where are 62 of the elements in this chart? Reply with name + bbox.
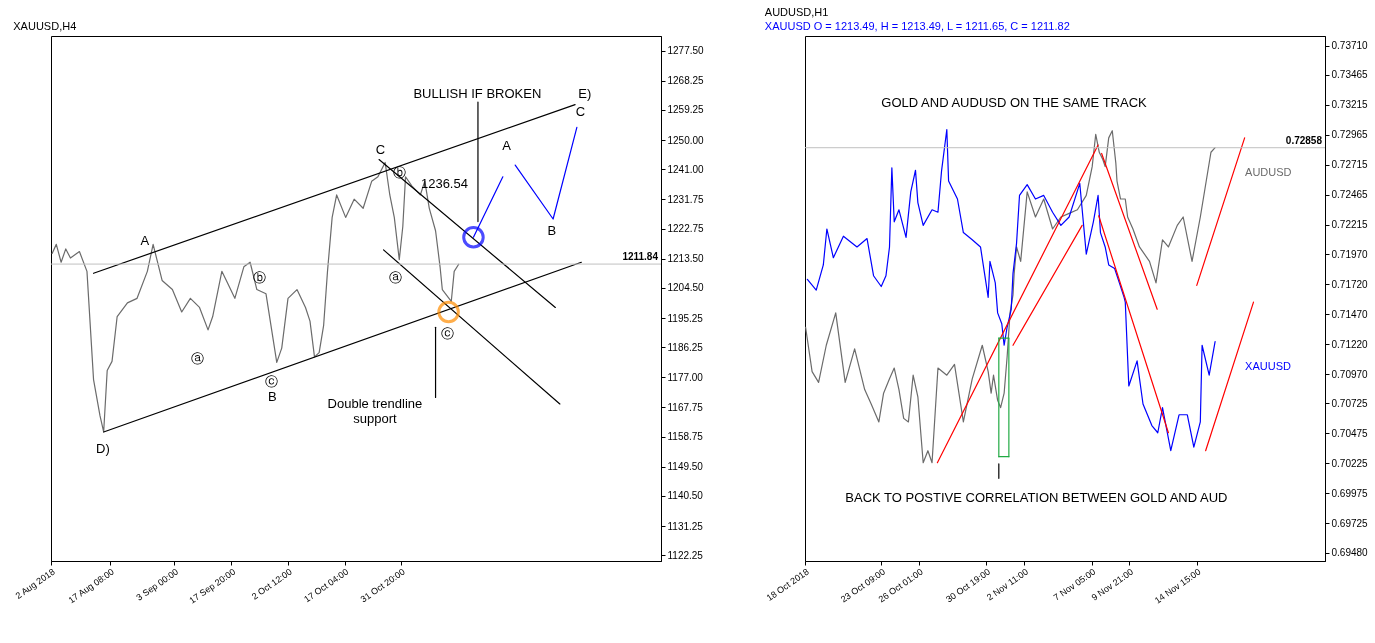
y-tick-label: 1158.75 [667,431,704,443]
chart-subtitle: XAUUSD O = 1213.49, H = 1213.49, L = 1211.65, C = 1211.82 [764,20,1070,32]
y-tick-label: 0.72715 [1331,159,1369,171]
y-tick-label: 1149.50 [667,461,704,473]
y-tick-label: 1213.50 [667,253,705,265]
y-tick-label: 0.70225 [1331,457,1369,469]
annotation: ⓑ [252,270,266,286]
y-tick-label: 0.70475 [1331,427,1369,439]
annotation: A [140,233,150,249]
y-tick-label: 1250.00 [667,134,705,146]
y-tick-label: 1186.25 [667,341,704,353]
y-tick-label: 0.69480 [1331,547,1369,559]
annotation: A [502,137,512,153]
y-tick-label: 0.72965 [1331,129,1369,141]
y-tick-label: 0.73215 [1331,99,1369,111]
y-tick-label: 0.72465 [1331,189,1369,201]
y-tick-label: 1268.25 [667,75,705,87]
y-tick-label: 1167.75 [667,401,704,413]
y-tick-label: 0.69725 [1331,517,1369,529]
annotation: BULLISH IF BROKEN [413,85,542,101]
annotation: B [268,389,277,405]
y-tick-label: 1140.50 [667,490,704,502]
y-tick-label: 0.71220 [1331,338,1369,350]
ref-line-label: 1211.84 [622,251,659,263]
y-tick-label: 0.69975 [1331,487,1369,499]
annotation: ⓒ [265,373,279,389]
annotation: E) [578,86,592,102]
y-tick-label: 1277.50 [667,45,705,57]
text: XAUUSD [1245,359,1291,372]
y-tick-label: 0.73710 [1331,40,1369,52]
annotation: ⓒ [441,326,454,342]
y-tick-label: 1241.00 [667,163,705,175]
y-tick-label: 1222.75 [667,223,705,235]
y-tick-label: 1259.25 [667,104,705,116]
y-tick-label: 0.71720 [1331,278,1369,290]
y-tick-label: 1204.50 [667,282,705,294]
chart-title: AUDUSD,H1 [764,6,829,18]
annotation: GOLD AND AUDUSD ON THE SAME TRACK [881,95,1148,111]
annotation: B [547,223,557,239]
y-tick-label: 0.73465 [1331,69,1369,81]
y-tick-label: 1131.25 [667,520,704,532]
y-tick-label: 0.71470 [1331,308,1369,320]
text: AUDUSD [1245,165,1292,178]
ref-line-label: 0.72858 [1285,134,1323,146]
annotation: ⓐ [190,350,204,366]
y-tick-label: 0.71970 [1331,248,1369,260]
y-tick-label: 1122.25 [667,549,704,561]
annotation: 1236.54 [420,175,468,191]
y-tick-label: 1177.00 [667,371,704,383]
annotation: C [575,103,586,119]
annotation: D) [95,440,110,456]
annotation: ⓑ [393,164,407,180]
annotation: C [375,141,386,157]
y-tick-label: 1231.75 [667,193,705,205]
y-tick-label: 1195.25 [667,312,704,324]
y-tick-label: 0.72215 [1331,219,1369,231]
y-tick-label: 0.70970 [1331,368,1369,380]
chart-title: XAUUSD,H4 [13,20,77,32]
y-tick-label: 0.70725 [1331,397,1369,409]
annotation: Double trendline support [327,395,423,426]
annotation: BACK TO POSTIVE CORRELATION BETWEEN GOLD AND AUD [845,490,1228,505]
annotation: ⓐ [389,270,403,286]
